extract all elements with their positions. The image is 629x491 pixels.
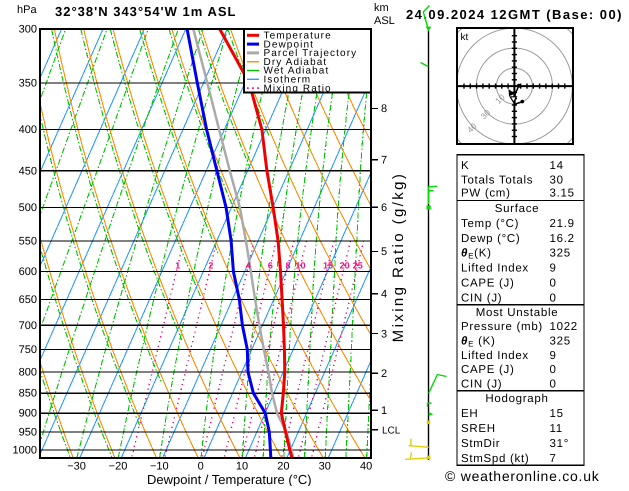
svg-text:10: 10 <box>236 461 248 473</box>
svg-text:Totals Totals: Totals Totals <box>461 174 533 186</box>
svg-text:1: 1 <box>175 261 180 271</box>
svg-text:6: 6 <box>381 202 387 214</box>
svg-text:Temp (°C): Temp (°C) <box>461 218 519 230</box>
svg-text:Most Unstable: Most Unstable <box>476 307 559 319</box>
svg-text:31°: 31° <box>550 438 570 450</box>
svg-text:5: 5 <box>381 246 387 258</box>
svg-text:700: 700 <box>19 320 37 332</box>
svg-text:Parcel Trajectory: Parcel Trajectory <box>264 48 358 59</box>
svg-text:−10: −10 <box>150 461 169 473</box>
svg-text:6: 6 <box>268 261 273 271</box>
svg-text:14: 14 <box>550 160 564 172</box>
svg-text:15: 15 <box>323 261 333 271</box>
svg-text:Pressure (mb): Pressure (mb) <box>461 321 543 333</box>
svg-text:7: 7 <box>550 453 557 465</box>
svg-text:Lifted Index: Lifted Index <box>461 263 529 275</box>
svg-text:4: 4 <box>381 289 387 301</box>
svg-text:11: 11 <box>550 423 563 435</box>
svg-text:325: 325 <box>550 248 571 260</box>
svg-text:325: 325 <box>550 336 571 348</box>
svg-text:1022: 1022 <box>550 321 578 333</box>
svg-text:24.09.2024 12GMT (Base: 00): 24.09.2024 12GMT (Base: 00) <box>406 7 623 22</box>
svg-text:8: 8 <box>285 261 290 271</box>
svg-text:Lifted Index: Lifted Index <box>461 350 529 362</box>
svg-text:Mixing Ratio: Mixing Ratio <box>264 83 332 94</box>
svg-text:650: 650 <box>19 294 37 306</box>
svg-text:21.9: 21.9 <box>550 218 575 230</box>
svg-text:0: 0 <box>550 379 557 391</box>
svg-text:K: K <box>461 160 469 172</box>
svg-text:Dewpoint: Dewpoint <box>264 39 315 50</box>
svg-text:0: 0 <box>198 461 204 473</box>
svg-text:2: 2 <box>381 368 387 380</box>
svg-text:LCL: LCL <box>382 425 401 436</box>
svg-text:km: km <box>374 2 389 14</box>
svg-text:StmDir: StmDir <box>461 438 500 450</box>
svg-text:PW (cm): PW (cm) <box>461 188 511 200</box>
svg-text:hPa: hPa <box>17 4 37 16</box>
svg-text:−30: −30 <box>67 461 86 473</box>
svg-text:600: 600 <box>19 266 37 278</box>
svg-text:9: 9 <box>550 263 557 275</box>
svg-text:32°38'N 343°54'W 1m ASL: 32°38'N 343°54'W 1m ASL <box>55 4 236 19</box>
svg-text:950: 950 <box>19 427 37 439</box>
svg-text:500: 500 <box>19 202 37 214</box>
svg-text:1: 1 <box>381 405 387 417</box>
svg-text:Temperature: Temperature <box>264 31 332 42</box>
svg-text:Mixing Ratio (g/kg): Mixing Ratio (g/kg) <box>390 172 407 343</box>
svg-text:15: 15 <box>550 408 564 420</box>
svg-text:θE (K): θE (K) <box>461 336 496 349</box>
svg-text:kt: kt <box>461 32 469 43</box>
svg-text:CAPE (J): CAPE (J) <box>461 277 515 289</box>
svg-text:7: 7 <box>381 154 387 166</box>
svg-text:9: 9 <box>550 350 557 362</box>
svg-text:ASL: ASL <box>374 15 395 27</box>
svg-text:Isotherm: Isotherm <box>264 75 312 86</box>
svg-text:CIN (J): CIN (J) <box>461 292 502 304</box>
svg-text:2: 2 <box>208 261 213 271</box>
svg-text:40: 40 <box>360 461 372 473</box>
svg-text:450: 450 <box>19 165 37 177</box>
svg-text:300: 300 <box>19 24 37 36</box>
svg-text:EH: EH <box>461 408 478 420</box>
svg-text:20: 20 <box>340 261 350 271</box>
svg-text:900: 900 <box>19 408 37 420</box>
svg-text:Dewpoint / Temperature (°C): Dewpoint / Temperature (°C) <box>147 472 312 486</box>
svg-text:16.2: 16.2 <box>550 233 575 245</box>
svg-text:20: 20 <box>277 461 289 473</box>
svg-text:3: 3 <box>381 328 387 340</box>
svg-text:CAPE (J): CAPE (J) <box>461 364 515 376</box>
svg-text:30: 30 <box>550 174 564 186</box>
svg-text:CIN (J): CIN (J) <box>461 379 502 391</box>
svg-text:8: 8 <box>381 103 387 115</box>
svg-text:350: 350 <box>19 77 37 89</box>
svg-text:850: 850 <box>19 388 37 400</box>
svg-text:550: 550 <box>19 236 37 248</box>
svg-text:StmSpd (kt): StmSpd (kt) <box>461 453 529 465</box>
svg-text:0: 0 <box>550 277 557 289</box>
svg-text:© weatheronline.co.uk: © weatheronline.co.uk <box>445 468 600 484</box>
svg-text:−20: −20 <box>109 461 128 473</box>
svg-text:Dry Adiabat: Dry Adiabat <box>264 57 328 68</box>
svg-text:0: 0 <box>550 292 557 304</box>
svg-text:10: 10 <box>295 261 305 271</box>
svg-text:30: 30 <box>319 461 331 473</box>
svg-text:Surface: Surface <box>495 203 540 215</box>
svg-text:4: 4 <box>246 261 251 271</box>
svg-text:SREH: SREH <box>461 423 496 435</box>
svg-text:Hodograph: Hodograph <box>485 393 548 405</box>
svg-text:400: 400 <box>19 124 37 136</box>
svg-text:Dewp (°C): Dewp (°C) <box>461 233 520 245</box>
svg-text:θE(K): θE(K) <box>461 248 492 261</box>
svg-text:Wet Adiabat: Wet Adiabat <box>264 66 330 77</box>
svg-text:750: 750 <box>19 344 37 356</box>
svg-text:1000: 1000 <box>13 445 37 457</box>
svg-text:25: 25 <box>353 261 363 271</box>
svg-text:800: 800 <box>19 367 37 379</box>
svg-text:3.15: 3.15 <box>550 188 575 200</box>
svg-text:0: 0 <box>550 364 557 376</box>
